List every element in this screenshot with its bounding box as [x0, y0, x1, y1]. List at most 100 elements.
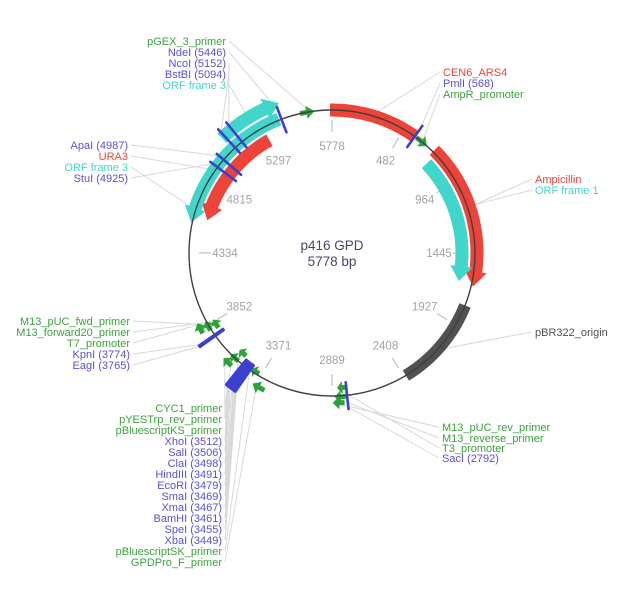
leader-line-xbai-3449 [224, 389, 237, 541]
leader-line-pgex-3-primer [228, 40, 307, 109]
leader-line-ecori-3479 [224, 386, 233, 486]
scale-tick-label-2889: 2889 [319, 355, 345, 367]
label-hindiii-3491[interactable]: HindIII (3491) [155, 469, 222, 481]
scale-tick-label-4334: 4334 [212, 248, 238, 260]
leader-line-m13-puc-fwd-primer [132, 320, 198, 325]
label-m13-reverse-primer[interactable]: M13_reverse_primer [442, 433, 544, 445]
label-saci-2792[interactable]: SacI (2792) [442, 453, 499, 465]
leader-line-pmli-568 [420, 82, 441, 129]
label-ncoi-5152[interactable]: NcoI (5152) [169, 58, 226, 70]
leader-line-m13-forward20-primer [132, 322, 205, 333]
restriction-site-ndei [275, 105, 288, 134]
plasmid-size: 5778 bp [308, 254, 357, 269]
plasmid-title: p416 GPD [300, 238, 363, 253]
feature-m13-reverse-primer[interactable] [334, 390, 347, 404]
restriction-site-saci [344, 380, 350, 411]
feature-pbr322-origin[interactable] [402, 303, 471, 381]
label-pmli-568[interactable]: PmlI (568) [443, 78, 494, 90]
leader-line-ampr-promoter [422, 93, 441, 140]
label-spei-3455[interactable]: SpeI (3455) [165, 524, 222, 536]
scale-tick-label-3852: 3852 [227, 302, 253, 314]
feature-t7-promoter[interactable] [210, 319, 222, 330]
label-kpni-3774[interactable]: KpnI (3774) [73, 349, 130, 361]
label-xbai-3449[interactable]: XbaI (3449) [165, 535, 222, 547]
feature-pbluescriptks-primer[interactable] [238, 348, 248, 359]
restriction-site-ecori [229, 361, 252, 390]
feature-gpdpro-f-primer[interactable] [252, 381, 266, 394]
label-ura3[interactable]: URA3 [99, 151, 128, 163]
label-clai-3498[interactable]: ClaI (3498) [168, 458, 222, 470]
label-ndei-5446[interactable]: NdeI (5446) [168, 47, 226, 59]
label-apai-4987[interactable]: ApaI (4987) [71, 140, 128, 152]
label-bamhi-3461[interactable]: BamHI (3461) [154, 513, 222, 525]
feature-t3-promoter[interactable] [336, 381, 347, 395]
label-ecori-3479[interactable]: EcoRI (3479) [157, 480, 222, 492]
label-pgex-3-primer[interactable]: pGEX_3_primer [147, 36, 226, 48]
scale-tick-label-1927: 1927 [412, 302, 438, 314]
restriction-site-pmli [405, 124, 424, 149]
label-smai-3469[interactable]: SmaI (3469) [161, 491, 222, 503]
feature-pyestrp-rev-primer[interactable] [223, 357, 234, 368]
feature-m13-puc-fwd-primer[interactable] [194, 323, 206, 335]
label-pbluescriptsk-primer[interactable]: pBluescriptSK_primer [116, 546, 223, 558]
label-pbluescriptks-primer[interactable]: pBluescriptKS_primer [116, 425, 223, 437]
leader-line-pbluescriptsk-primer [224, 374, 250, 552]
feature-orf-frame-1[interactable] [421, 159, 473, 282]
label-xhoi-3512[interactable]: XhoI (3512) [165, 436, 222, 448]
leader-line-kpni-3774 [132, 343, 201, 355]
label-ampr-promoter[interactable]: AmpR_promoter [443, 89, 524, 101]
scale-tick-label-2408: 2408 [373, 341, 399, 353]
scale-tick-label-5778: 5778 [319, 141, 345, 153]
label-orf-frame-3[interactable]: ORF frame 3 [64, 162, 128, 174]
label-pyestrp-rev-primer[interactable]: pYESTrp_rev_primer [119, 414, 222, 426]
scale-tick-label-964: 964 [415, 195, 435, 207]
label-sali-3506[interactable]: SalI (3506) [168, 447, 222, 459]
scale-tick-1927 [436, 313, 448, 321]
label-stui-4925[interactable]: StuI (4925) [74, 173, 128, 185]
label-cyc1-primer[interactable]: CYC1_primer [155, 403, 222, 415]
leader-line-eagi-3765 [132, 345, 202, 366]
plasmid-backbone [188, 109, 476, 397]
feature-pbluescriptsk-primer[interactable] [251, 366, 261, 378]
leader-line-ndei-5446 [228, 51, 279, 112]
label-gpdpro-f-primer[interactable]: GPDPro_F_primer [131, 557, 222, 569]
label-orf-frame-1[interactable]: ORF frame 1 [535, 185, 599, 197]
leader-line-xhoi-3512 [224, 383, 228, 442]
restriction-site-xhoi [224, 358, 248, 386]
leader-line-saci-2792 [348, 406, 440, 459]
label-t7-promoter[interactable]: T7_promoter [67, 338, 130, 350]
scale-tick-3371 [264, 357, 272, 369]
scale-tick-3852 [216, 312, 228, 321]
leader-line-pbr322-origin [446, 331, 533, 349]
scale-tick-2408 [391, 357, 399, 369]
leader-line-apai-4987 [130, 144, 220, 157]
label-xmai-3467[interactable]: XmaI (3467) [161, 502, 222, 514]
label-pbr322-origin[interactable]: pBR322_origin [535, 327, 608, 339]
label-cen6-ars4[interactable]: CEN6_ARS4 [443, 67, 507, 79]
leader-line-spei-3455 [224, 389, 237, 530]
feature-ura3[interactable] [201, 134, 273, 221]
leader-line-hindiii-3491 [224, 385, 231, 475]
leader-line-bstbi-5094 [220, 73, 230, 133]
label-m13-puc-fwd-primer[interactable]: M13_pUC_fwd_primer [20, 316, 130, 328]
label-t3-promoter[interactable]: T3_promoter [442, 443, 505, 455]
leader-line-m13-puc-rev-primer [333, 402, 440, 428]
leader-line-t3-promoter [337, 388, 440, 449]
label-bstbi-5094[interactable]: BstBI (5094) [165, 69, 226, 81]
scale-tick-label-1445: 1445 [426, 248, 452, 260]
scale-tick-label-3371: 3371 [266, 341, 292, 353]
scale-layer: 5778 482 964 1445 1927 2408 2889 3371 3852 4334 48… [199, 120, 465, 386]
label-orf-frame-3[interactable]: ORF frame 3 [162, 80, 226, 92]
feature-cen6-ars4[interactable] [329, 103, 419, 142]
label-eagi-3765[interactable]: EagI (3765) [73, 360, 130, 372]
feature-ampicillin[interactable] [429, 145, 487, 287]
label-m13-puc-rev-primer[interactable]: M13_pUC_rev_primer [442, 422, 551, 434]
leader-line-clai-3498 [224, 384, 230, 464]
label-m13-forward20-primer[interactable]: M13_forward20_primer [16, 327, 130, 339]
label-ampicillin[interactable]: Ampicillin [535, 174, 581, 186]
scale-tick-482 [392, 137, 400, 149]
feature-m13-puc-rev-primer[interactable] [332, 396, 345, 410]
leader-line-ampicillin [473, 178, 533, 206]
